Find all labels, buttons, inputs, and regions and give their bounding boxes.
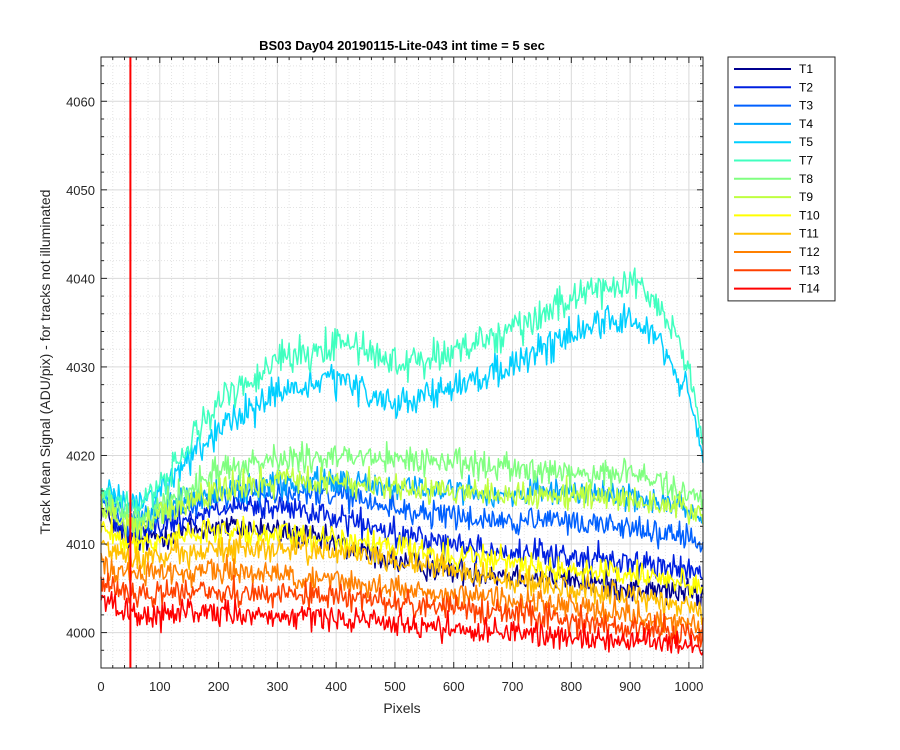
chart-title: BS03 Day04 20190115-Lite-043 int time = … bbox=[259, 38, 545, 53]
series-line-t7 bbox=[100, 267, 704, 515]
x-tick-label: 800 bbox=[560, 679, 582, 694]
x-tick-label: 300 bbox=[267, 679, 289, 694]
x-tick-label: 900 bbox=[619, 679, 641, 694]
y-tick-label: 4030 bbox=[66, 360, 95, 375]
series-line-t8 bbox=[100, 440, 704, 537]
x-tick-label: 400 bbox=[325, 679, 347, 694]
legend-label-t14: T14 bbox=[799, 282, 820, 296]
legend-label-t4: T4 bbox=[799, 117, 813, 131]
x-axis-label: Pixels bbox=[383, 700, 420, 716]
series-line-t12 bbox=[100, 552, 704, 642]
series-line-t13 bbox=[100, 572, 704, 648]
series-line-t9 bbox=[100, 465, 704, 542]
legend-label-t12: T12 bbox=[799, 245, 820, 259]
plot-frame bbox=[100, 56, 704, 669]
axes: 0 100 200 300 400 500 600 700 800 900 1000 4000 4010… bbox=[66, 56, 704, 694]
legend-label-t11: T11 bbox=[799, 227, 819, 241]
legend-label-t9: T9 bbox=[799, 190, 813, 204]
legend-label-t10: T10 bbox=[799, 208, 820, 222]
y-tick-label: 4000 bbox=[66, 626, 95, 641]
y-tick-label: 4050 bbox=[66, 183, 95, 198]
series-line-t14 bbox=[100, 591, 704, 656]
x-tick-label: 700 bbox=[502, 679, 524, 694]
series-line-t10 bbox=[100, 515, 704, 599]
x-tick-label: 0 bbox=[97, 679, 104, 694]
legend-label-t1: T1 bbox=[799, 62, 813, 76]
series-line-t2 bbox=[100, 495, 704, 584]
legend-label-t3: T3 bbox=[799, 99, 813, 113]
x-tick-label: 600 bbox=[443, 679, 465, 694]
y-tick-label: 4060 bbox=[66, 94, 95, 109]
grid bbox=[100, 57, 703, 668]
y-tick-label: 4010 bbox=[66, 537, 95, 552]
series-line-t11 bbox=[100, 532, 704, 626]
x-tick-label: 200 bbox=[208, 679, 230, 694]
y-tick-label: 4040 bbox=[66, 271, 95, 286]
legend-label-t5: T5 bbox=[799, 135, 813, 149]
x-tick-label: 100 bbox=[149, 679, 171, 694]
x-tick-label: 500 bbox=[384, 679, 406, 694]
series-line-t5 bbox=[100, 303, 704, 517]
legend-label-t7: T7 bbox=[799, 154, 813, 168]
legend-label-t8: T8 bbox=[799, 172, 813, 186]
y-axis-label: Track Mean Signal (ADU/pix) - for tracks… bbox=[37, 190, 53, 535]
legend-label-t13: T13 bbox=[799, 263, 820, 277]
legend: T1 T2 T3 T4 T5 T7 T8 T9 T10 T11 T12 T13 T14 bbox=[727, 56, 836, 302]
series-lines bbox=[100, 57, 704, 668]
legend-label-t2: T2 bbox=[799, 80, 813, 94]
y-tick-label: 4020 bbox=[66, 448, 95, 463]
x-tick-label: 1000 bbox=[674, 679, 703, 694]
